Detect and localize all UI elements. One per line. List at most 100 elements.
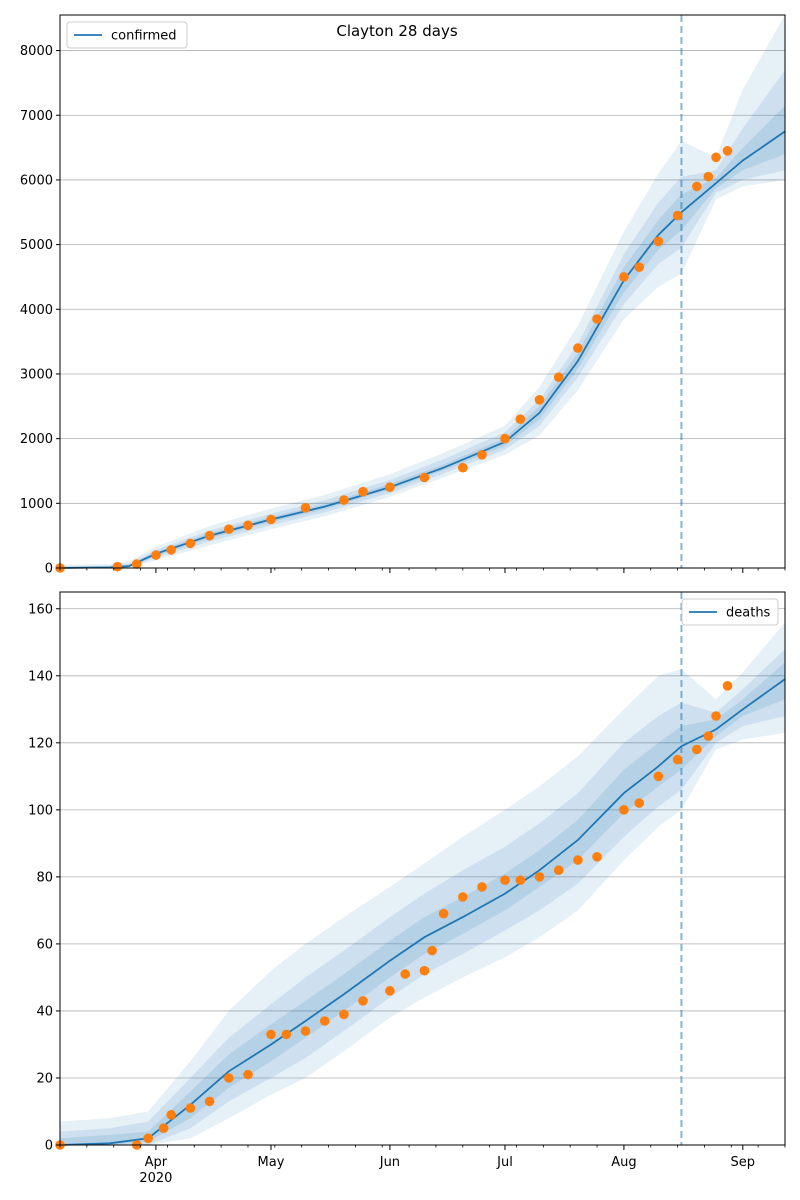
deaths-observed-point bbox=[672, 754, 683, 765]
confirmed-panel: 0 1000 2000 3000 4000 5000 6000 7000 8000 Clayto… bbox=[20, 14, 786, 577]
confirmed-observed-point bbox=[692, 181, 702, 192]
deaths-observed-point bbox=[266, 1029, 276, 1040]
deaths-observed-point bbox=[281, 1029, 292, 1040]
confirmed-observed-point bbox=[553, 372, 564, 383]
confirmed-observed-point bbox=[204, 530, 215, 541]
deaths-observed-point bbox=[653, 771, 664, 782]
confirmed-observed-point bbox=[266, 514, 276, 525]
deaths-ytick-label: 60 bbox=[36, 937, 53, 952]
confirmed-observed-point bbox=[385, 482, 395, 493]
deaths-observed-point bbox=[143, 1133, 153, 1144]
confirmed-observed-point bbox=[166, 545, 176, 555]
deaths-observed-point bbox=[500, 875, 510, 885]
confirmed-observed-point bbox=[619, 272, 629, 282]
deaths-observed-points bbox=[55, 681, 733, 1150]
confirmed-ytick-label: 2000 bbox=[20, 432, 53, 447]
xtick-label-may: May bbox=[258, 1155, 285, 1170]
confirmed-observed-point bbox=[243, 520, 253, 531]
deaths-observed-point bbox=[358, 996, 368, 1006]
deaths-observed-point bbox=[703, 731, 714, 741]
deaths-uncertainty-bands bbox=[60, 622, 785, 1145]
deaths-band-middle bbox=[60, 649, 785, 1145]
deaths-ytick-label: 40 bbox=[36, 1004, 53, 1019]
confirmed-observed-point bbox=[500, 433, 510, 444]
deaths-observed-point bbox=[185, 1103, 196, 1113]
deaths-observed-point bbox=[534, 872, 545, 882]
confirmed-ytick-label: 0 bbox=[45, 562, 53, 577]
deaths-axes: 0 20 40 60 80 100 120 140 160 Apr May Jun Jul Aug Sep bbox=[28, 591, 786, 1170]
confirmed-band-middle bbox=[60, 70, 785, 568]
deaths-observed-point bbox=[224, 1073, 234, 1083]
deaths-observed-point bbox=[339, 1009, 349, 1020]
deaths-ytick-label: 140 bbox=[28, 669, 53, 684]
confirmed-observed-point bbox=[722, 146, 733, 156]
deaths-observed-point bbox=[204, 1096, 215, 1107]
confirmed-ytick-label: 1000 bbox=[20, 497, 53, 512]
confirmed-observed-point bbox=[224, 524, 234, 534]
confirmed-legend-box bbox=[66, 21, 188, 49]
deaths-ytick-label: 120 bbox=[28, 736, 53, 751]
confirmed-observed-point bbox=[185, 538, 196, 549]
deaths-observed-point bbox=[427, 945, 437, 956]
deaths-observed-point bbox=[166, 1110, 176, 1120]
deaths-model-line bbox=[59, 678, 786, 1146]
confirmed-axes-frame bbox=[59, 14, 786, 569]
deaths-ytick-label: 160 bbox=[28, 602, 53, 617]
deaths-observed-point bbox=[300, 1026, 311, 1036]
confirmed-observed-point bbox=[300, 503, 311, 513]
chart-title: Clayton 28 days bbox=[336, 22, 457, 40]
confirmed-ytick-label: 6000 bbox=[20, 173, 53, 188]
deaths-observed-point bbox=[385, 986, 395, 996]
xtick-label-aug: Aug bbox=[611, 1155, 636, 1170]
deaths-observed-point bbox=[458, 892, 468, 902]
confirmed-observed-point bbox=[358, 486, 368, 497]
deaths-observed-point bbox=[692, 744, 702, 755]
confirmed-observed-point bbox=[703, 171, 714, 182]
confirmed-ytick-label: 5000 bbox=[20, 238, 53, 253]
confirmed-legend: confirmed bbox=[66, 21, 188, 49]
confirmed-ytick-label: 4000 bbox=[20, 303, 53, 318]
deaths-legend-box bbox=[681, 598, 779, 626]
xtick-label-apr: Apr bbox=[145, 1155, 168, 1170]
confirmed-band-outer bbox=[60, 15, 785, 568]
deaths-observed-point bbox=[477, 882, 487, 892]
deaths-band-outer bbox=[60, 622, 785, 1145]
confirmed-observed-point bbox=[515, 414, 526, 425]
deaths-observed-point bbox=[573, 855, 583, 865]
deaths-observed-point bbox=[515, 875, 526, 885]
deaths-observed-point bbox=[158, 1123, 169, 1133]
deaths-observed-point bbox=[592, 852, 602, 862]
confirmed-observed-point bbox=[672, 210, 683, 221]
confirmed-legend-label: confirmed bbox=[111, 29, 177, 44]
confirmed-observed-point bbox=[458, 462, 468, 473]
deaths-observed-point bbox=[553, 865, 564, 875]
deaths-axes-frame bbox=[59, 591, 786, 1146]
confirmed-observed-point bbox=[151, 550, 161, 560]
deaths-observed-point bbox=[634, 798, 644, 808]
confirmed-ytick-label: 8000 bbox=[20, 44, 53, 59]
deaths-legend: deaths bbox=[681, 598, 779, 626]
confirmed-ytick-label: 3000 bbox=[20, 367, 53, 382]
deaths-legend-label: deaths bbox=[726, 606, 771, 621]
deaths-observed-point bbox=[711, 711, 721, 721]
deaths-ytick-label: 100 bbox=[28, 803, 53, 818]
confirmed-observed-point bbox=[339, 495, 349, 505]
confirmed-observed-point bbox=[653, 236, 664, 247]
deaths-model-path bbox=[59, 678, 786, 1146]
deaths-observed-point bbox=[619, 805, 629, 815]
xtick-label-sep: Sep bbox=[731, 1155, 756, 1170]
deaths-ytick-label: 80 bbox=[36, 870, 53, 885]
xtick-label-jul: Jul bbox=[496, 1155, 513, 1170]
deaths-plot-area bbox=[60, 592, 785, 1145]
confirmed-observed-point bbox=[112, 561, 123, 572]
deaths-observed-point bbox=[319, 1016, 330, 1026]
deaths-observed-point bbox=[419, 965, 430, 976]
confirmed-observed-point bbox=[477, 450, 487, 460]
confirmed-observed-point bbox=[634, 262, 644, 273]
confirmed-observed-points bbox=[55, 146, 733, 573]
year-label: 2020 bbox=[139, 1171, 172, 1186]
deaths-observed-point bbox=[438, 908, 449, 919]
confirmed-ytick-label: 7000 bbox=[20, 109, 53, 124]
